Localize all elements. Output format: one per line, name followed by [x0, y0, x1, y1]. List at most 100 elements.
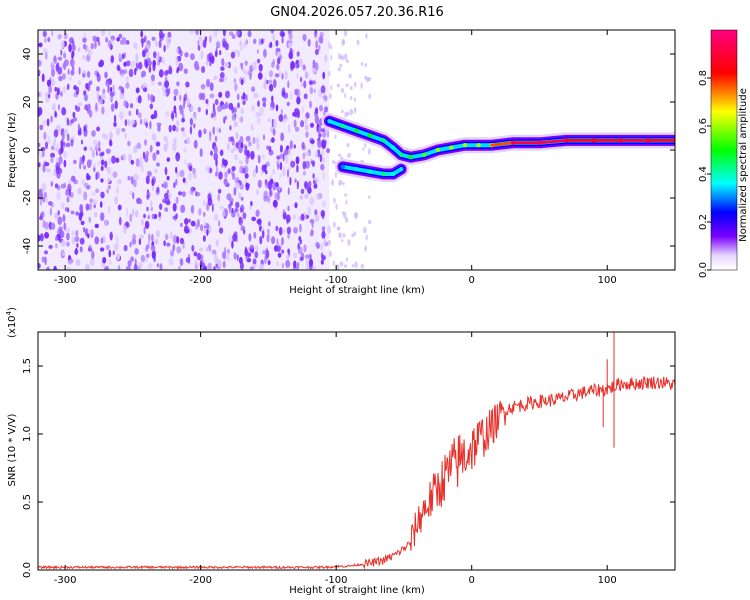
- noise-blob: [58, 75, 63, 82]
- noise-blob: [60, 91, 63, 97]
- noise-blob: [245, 135, 251, 142]
- noise-blob: [41, 119, 47, 127]
- noise-blob: [259, 235, 263, 245]
- noise-blob: [189, 125, 193, 135]
- noise-blob: [314, 107, 319, 115]
- noise-blob: [251, 216, 257, 222]
- noise-blob: [198, 35, 203, 43]
- noise-blob: [309, 231, 314, 237]
- noise-blob: [157, 125, 161, 132]
- noise-blob: [66, 133, 70, 141]
- noise-blob: [183, 93, 188, 102]
- noise-blob: [179, 107, 184, 115]
- sparse-blob: [333, 197, 336, 204]
- spectrogram-x-ticks: -300 -200 -100 0 100: [54, 30, 617, 286]
- noise-blob: [235, 201, 240, 209]
- noise-blob: [107, 40, 112, 48]
- noise-blob: [210, 150, 213, 156]
- noise-blob: [271, 95, 274, 103]
- snr-scale-exponent: 4: [5, 310, 13, 315]
- noise-blob: [117, 65, 121, 72]
- noise-blob: [198, 129, 202, 138]
- noise-blob: [70, 70, 75, 76]
- noise-blob: [68, 179, 72, 185]
- noise-blob: [239, 40, 242, 46]
- noise-blob: [299, 223, 302, 233]
- noise-blob: [314, 176, 320, 184]
- main-trace-point: [354, 128, 359, 133]
- noise-blob: [284, 155, 289, 164]
- noise-blob: [108, 157, 111, 166]
- noise-blob: [110, 103, 115, 112]
- sparse-blob: [365, 234, 368, 241]
- sparse-blob: [360, 61, 364, 67]
- noise-blob: [57, 34, 62, 40]
- noise-blob: [233, 121, 238, 128]
- noise-blob: [214, 99, 219, 106]
- noise-blob: [314, 214, 320, 223]
- noise-blob: [176, 81, 180, 87]
- noise-blob: [304, 124, 309, 131]
- noise-blob: [312, 265, 316, 270]
- noise-blob: [71, 230, 75, 237]
- noise-blob: [150, 94, 155, 103]
- noise-blob: [193, 113, 197, 122]
- sparse-blob: [330, 44, 333, 50]
- noise-blob: [233, 66, 238, 74]
- noise-blob: [106, 189, 109, 194]
- noise-blob: [292, 49, 295, 55]
- noise-blob: [327, 70, 331, 77]
- noise-blob: [145, 244, 150, 250]
- noise-blob: [255, 138, 258, 144]
- noise-blob: [47, 37, 51, 43]
- noise-blob: [57, 66, 63, 75]
- noise-blob: [122, 153, 126, 160]
- noise-blob: [287, 169, 289, 178]
- noise-blob: [290, 60, 295, 70]
- noise-blob: [218, 128, 221, 133]
- noise-blob: [320, 252, 324, 258]
- noise-blob: [58, 155, 63, 165]
- noise-blob: [51, 103, 56, 112]
- noise-blob: [234, 49, 238, 54]
- noise-blob: [141, 39, 144, 48]
- noise-blob: [130, 176, 134, 185]
- noise-blob: [197, 207, 202, 216]
- figure-title: GN04.2026.057.20.36.R16: [270, 5, 444, 20]
- noise-blob: [91, 250, 95, 260]
- noise-blob: [137, 61, 143, 70]
- noise-blob: [249, 205, 252, 210]
- noise-blob: [168, 124, 172, 133]
- noise-blob: [230, 148, 235, 154]
- noise-blob: [54, 86, 58, 92]
- noise-blob: [51, 78, 56, 86]
- noise-blob: [66, 117, 70, 126]
- noise-blob: [221, 158, 225, 165]
- noise-blob: [209, 82, 214, 91]
- noise-blob: [73, 117, 77, 122]
- noise-blob: [184, 52, 189, 58]
- spectrogram-x-label: Height of straight line (km): [289, 285, 425, 296]
- noise-blob: [135, 158, 140, 168]
- snr-x-tick-label: -300: [54, 575, 77, 586]
- noise-blob: [204, 221, 207, 227]
- noise-blob: [113, 114, 117, 124]
- noise-blob: [48, 93, 51, 99]
- noise-blob: [229, 125, 232, 131]
- noise-blob: [285, 214, 291, 223]
- noise-blob: [166, 157, 170, 162]
- noise-blob: [182, 132, 186, 138]
- noise-blob: [158, 211, 162, 218]
- noise-blob: [82, 37, 87, 43]
- noise-blob: [155, 141, 161, 147]
- noise-blob: [81, 156, 85, 165]
- noise-blob: [256, 49, 259, 54]
- noise-blob: [167, 31, 172, 38]
- noise-blob: [44, 250, 48, 255]
- sparse-blob: [347, 153, 352, 158]
- noise-blob: [107, 185, 112, 190]
- noise-blob: [156, 162, 160, 167]
- noise-blob: [313, 183, 318, 189]
- noise-blob: [231, 113, 237, 122]
- noise-blob: [281, 262, 284, 269]
